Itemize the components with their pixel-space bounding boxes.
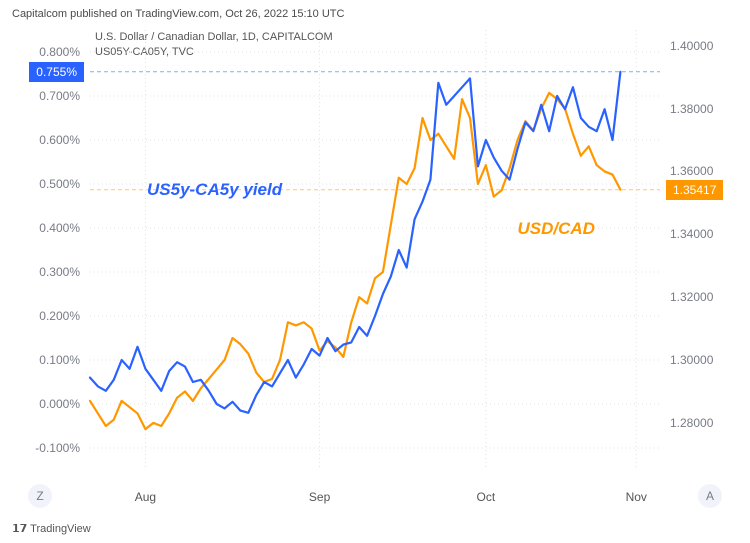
left-tick: 0.000% xyxy=(39,397,80,411)
plot-area[interactable]: US5y-CA5y yield USD/CAD xyxy=(90,30,660,470)
chart-container: Capitalcom published on TradingView.com,… xyxy=(0,0,750,543)
annotation-label: USD/CAD xyxy=(518,219,595,239)
series-lines xyxy=(90,30,660,470)
left-tick: -0.100% xyxy=(35,441,80,455)
x-tick: Nov xyxy=(626,490,647,504)
left-tick: 0.300% xyxy=(39,265,80,279)
x-axis: Aug Sep Oct Nov xyxy=(90,484,660,508)
right-tick: 1.30000 xyxy=(670,353,713,367)
right-tick: 1.38000 xyxy=(670,102,713,116)
right-axis: 1.28000 1.30000 1.32000 1.34000 1.36000 1.380… xyxy=(662,30,750,470)
logo-text: TradingView xyxy=(30,523,91,535)
left-tick: 0.800% xyxy=(39,45,80,59)
left-axis: -0.100% 0.000% 0.100% 0.200% 0.300% 0.400% 0.5… xyxy=(0,30,88,470)
right-tick: 1.32000 xyxy=(670,290,713,304)
right-tick: 1.28000 xyxy=(670,416,713,430)
right-value-badge: 1.35417 xyxy=(666,180,723,200)
left-value-badge: 0.755% xyxy=(29,62,84,82)
x-tick: Oct xyxy=(476,490,495,504)
right-tick: 1.40000 xyxy=(670,39,713,53)
logo-glyph: 𝟭𝟳 xyxy=(12,523,27,535)
right-tick: 1.36000 xyxy=(670,164,713,178)
right-tick: 1.34000 xyxy=(670,227,713,241)
left-tick: 0.700% xyxy=(39,89,80,103)
x-tick: Sep xyxy=(309,490,330,504)
zoom-out-button[interactable]: Z xyxy=(28,484,52,508)
left-tick: 0.500% xyxy=(39,177,80,191)
x-tick: Aug xyxy=(135,490,156,504)
annotation-label: US5y-CA5y yield xyxy=(147,180,282,200)
left-tick: 0.200% xyxy=(39,309,80,323)
publish-header: Capitalcom published on TradingView.com,… xyxy=(12,8,344,20)
left-tick: 0.400% xyxy=(39,221,80,235)
left-tick: 0.600% xyxy=(39,133,80,147)
auto-scale-button[interactable]: A xyxy=(698,484,722,508)
tradingview-logo[interactable]: 𝟭𝟳 TradingView xyxy=(12,522,91,535)
left-tick: 0.100% xyxy=(39,353,80,367)
